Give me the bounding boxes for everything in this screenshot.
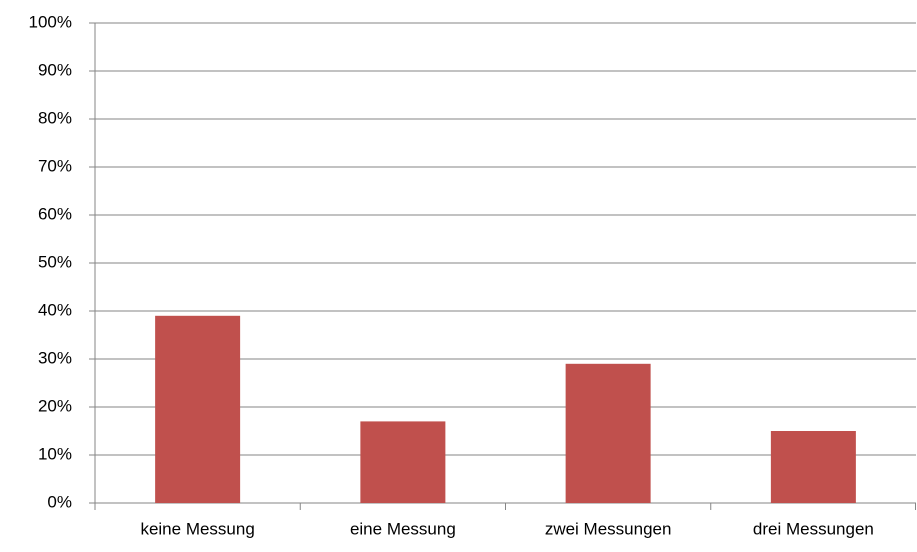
bar [360, 421, 446, 503]
y-tick-label: 10% [38, 444, 72, 463]
y-tick-label: 60% [38, 204, 72, 223]
bar [770, 431, 856, 503]
x-tick-label: drei Messungen [753, 519, 874, 538]
y-tick-label: 90% [38, 60, 72, 79]
y-tick-label: 40% [38, 300, 72, 319]
y-tick-label: 20% [38, 396, 72, 415]
y-tick-label: 70% [38, 156, 72, 175]
y-tick-label: 80% [38, 108, 72, 127]
y-tick-label: 30% [38, 348, 72, 367]
y-tick-label: 100% [29, 12, 72, 31]
x-tick-label: eine Messung [350, 519, 456, 538]
y-tick-label: 50% [38, 252, 72, 271]
bar [565, 363, 651, 503]
x-tick-label: zwei Messungen [545, 519, 672, 538]
y-tick-label: 0% [47, 492, 72, 511]
x-tick-label: keine Messung [140, 519, 254, 538]
bar [155, 315, 241, 503]
